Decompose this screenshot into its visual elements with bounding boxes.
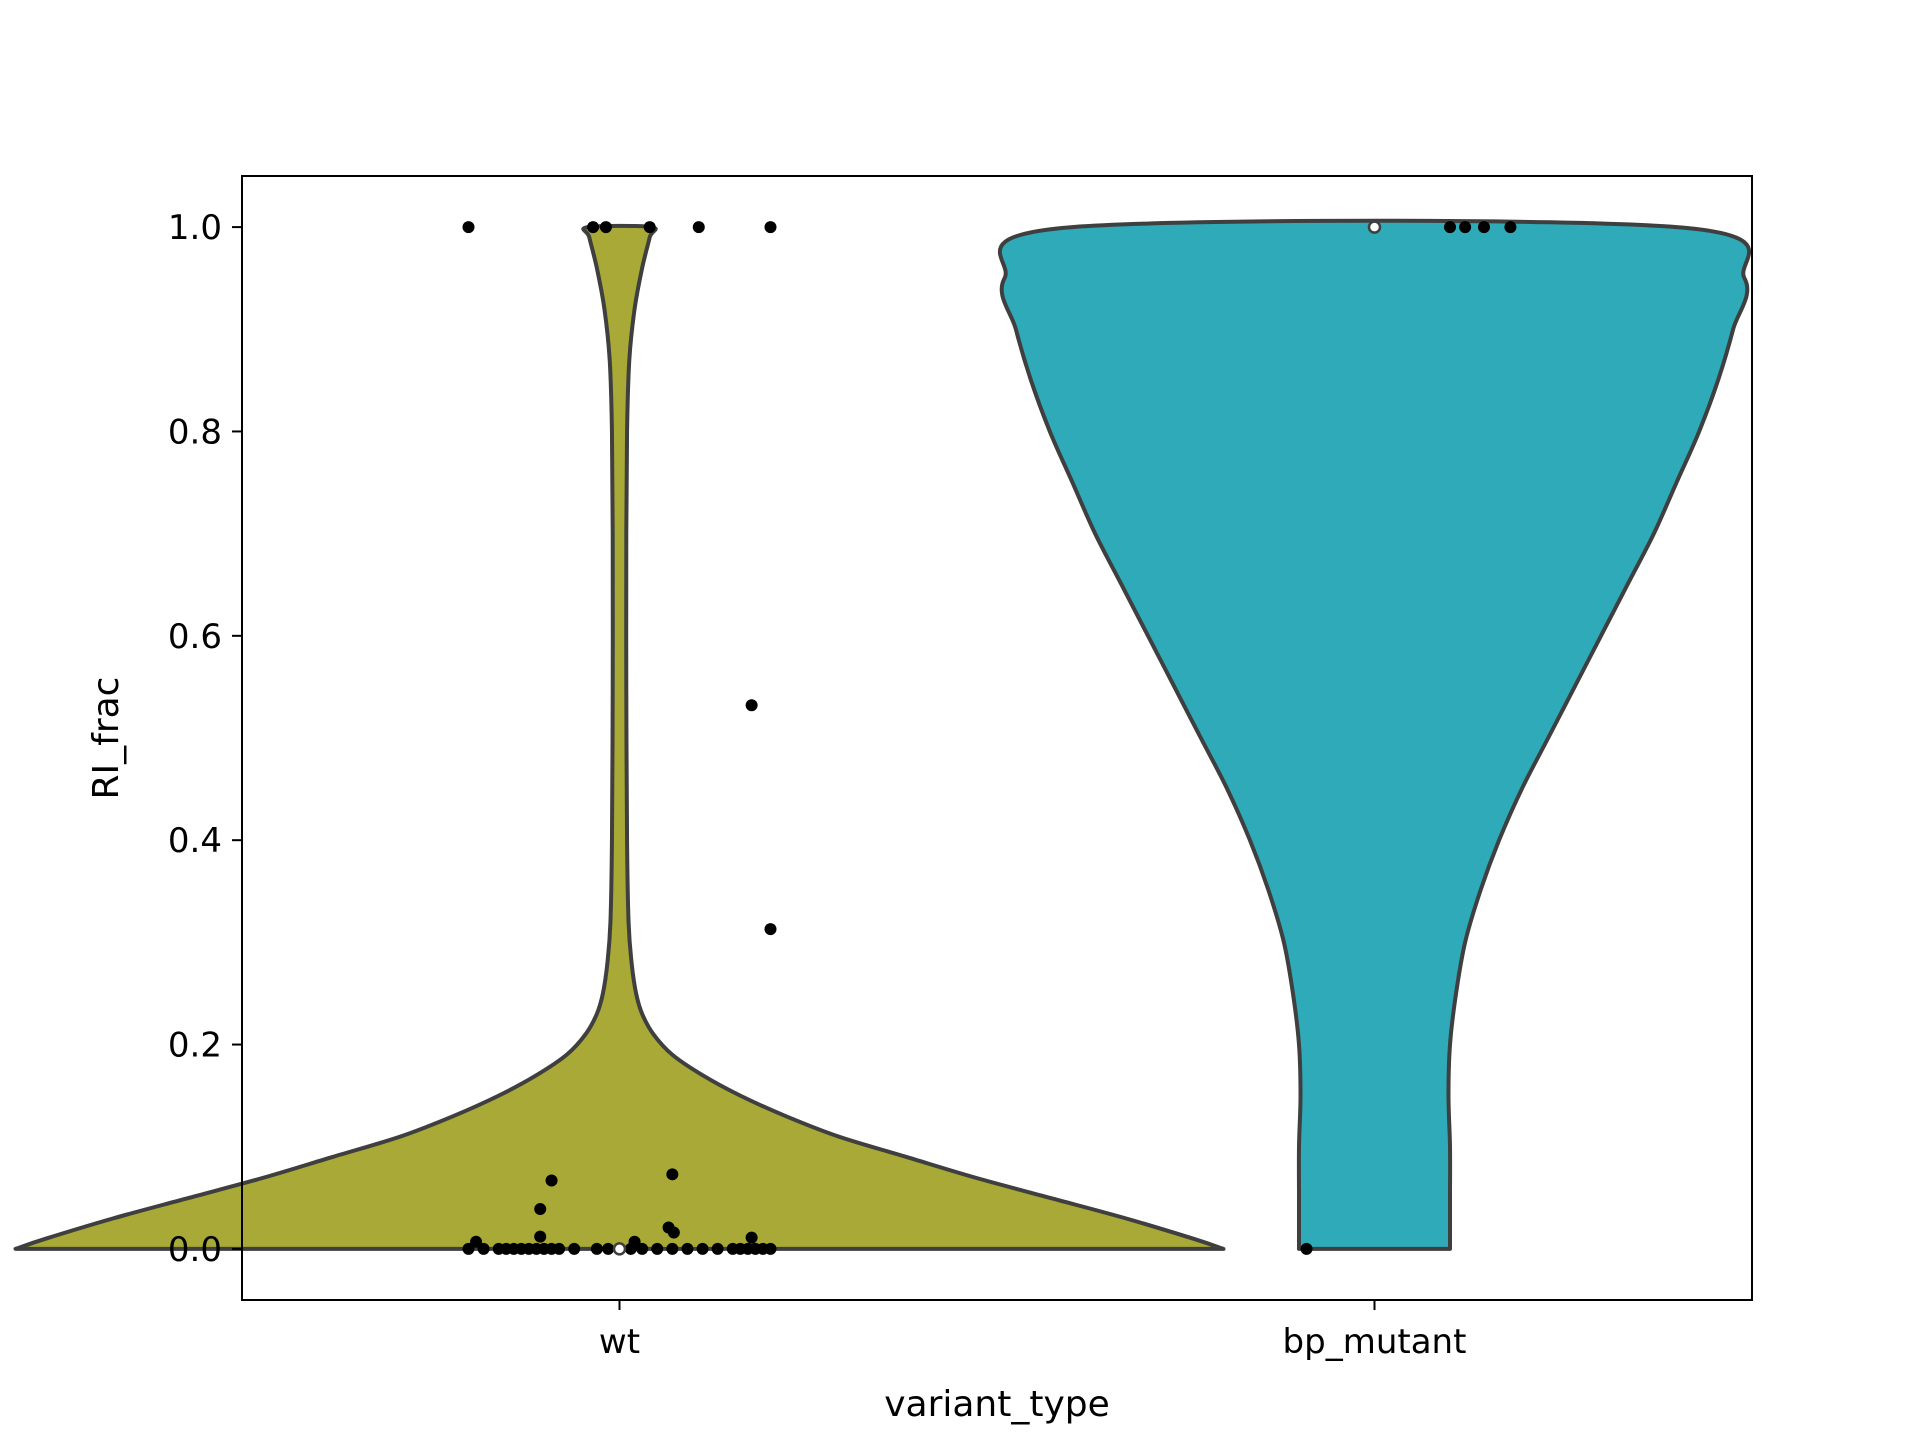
data-point-wt-3 bbox=[643, 221, 656, 234]
data-point-wt-18 bbox=[477, 1242, 490, 1255]
y-axis: 0.0 0.2 0.4 0.6 0.8 1.0 bbox=[168, 208, 242, 1270]
data-point-wt-10 bbox=[534, 1203, 547, 1216]
data-point-wt-12 bbox=[667, 1226, 680, 1239]
y-tick-label-3: 0.6 bbox=[168, 617, 222, 657]
y-tick-label-2: 0.4 bbox=[168, 821, 222, 861]
data-point-wt-8 bbox=[545, 1174, 558, 1187]
median-marker-wt bbox=[612, 1242, 627, 1256]
data-point-wt-0 bbox=[462, 221, 475, 234]
y-tick-label-4: 0.8 bbox=[168, 412, 222, 452]
violin-wt bbox=[13, 223, 1226, 1251]
data-point-wt-1 bbox=[587, 221, 600, 234]
data-point-wt-4 bbox=[692, 221, 705, 234]
data-point-bp_mutant-4 bbox=[1504, 221, 1517, 234]
data-point-wt-32 bbox=[624, 1242, 637, 1255]
data-point-bp_mutant-2 bbox=[1459, 221, 1472, 234]
data-point-wt-2 bbox=[599, 221, 612, 234]
data-point-wt-33 bbox=[636, 1242, 649, 1255]
data-point-wt-5 bbox=[764, 221, 777, 234]
y-tick-label-5: 1.0 bbox=[168, 208, 222, 248]
data-point-wt-9 bbox=[666, 1168, 679, 1181]
data-point-wt-27 bbox=[553, 1242, 566, 1255]
y-axis-label: RI_frac bbox=[86, 677, 127, 800]
median-marker-bp_mutant bbox=[1367, 220, 1382, 234]
x-tick-label-wt: wt bbox=[599, 1322, 640, 1362]
data-point-wt-15 bbox=[470, 1235, 483, 1248]
data-point-wt-44 bbox=[764, 1242, 777, 1255]
data-point-wt-29 bbox=[590, 1242, 603, 1255]
data-point-bp_mutant-3 bbox=[1477, 221, 1490, 234]
y-tick-label-0: 0.0 bbox=[168, 1230, 222, 1270]
violin-bp_mutant bbox=[997, 218, 1752, 1251]
x-axis-label: variant_type bbox=[884, 1384, 1110, 1425]
data-point-wt-30 bbox=[602, 1242, 615, 1255]
data-point-wt-35 bbox=[666, 1242, 679, 1255]
data-point-wt-13 bbox=[534, 1230, 547, 1243]
data-point-wt-34 bbox=[651, 1242, 664, 1255]
plot-area-frame bbox=[241, 175, 1753, 1301]
data-point-wt-37 bbox=[696, 1242, 709, 1255]
data-point-wt-17 bbox=[462, 1242, 475, 1255]
data-point-wt-7 bbox=[764, 923, 777, 936]
data-point-wt-6 bbox=[745, 699, 758, 712]
data-point-wt-14 bbox=[745, 1231, 758, 1244]
x-axis: wt bp_mutant bbox=[599, 1300, 1467, 1362]
x-tick-label-bp_mutant: bp_mutant bbox=[1283, 1322, 1467, 1362]
data-point-wt-28 bbox=[568, 1242, 581, 1255]
points-layer bbox=[462, 220, 1517, 1256]
violins-layer bbox=[13, 218, 1752, 1251]
data-point-bp_mutant-0 bbox=[1300, 1242, 1313, 1255]
data-point-wt-38 bbox=[711, 1242, 724, 1255]
data-point-bp_mutant-1 bbox=[1444, 221, 1456, 234]
y-tick-label-1: 0.2 bbox=[168, 1026, 222, 1066]
data-point-wt-36 bbox=[681, 1242, 694, 1255]
